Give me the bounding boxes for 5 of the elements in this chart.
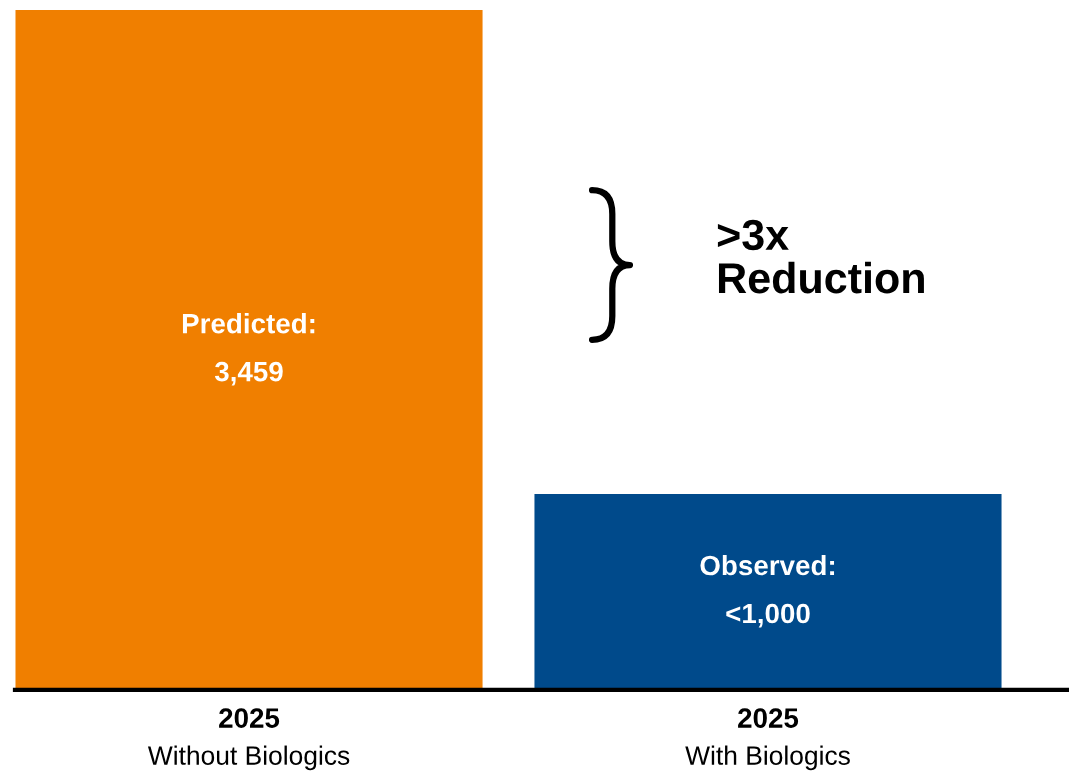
- data-label: Observed: <1,000: [700, 554, 835, 628]
- x-tick-label: 2025 With Biologics: [685, 708, 850, 771]
- x-tick-label: 2025 Without Biologics: [147, 708, 350, 771]
- data-label: Predicted: 3,459: [182, 313, 315, 386]
- annotation: >3x Reduction: [717, 219, 924, 294]
